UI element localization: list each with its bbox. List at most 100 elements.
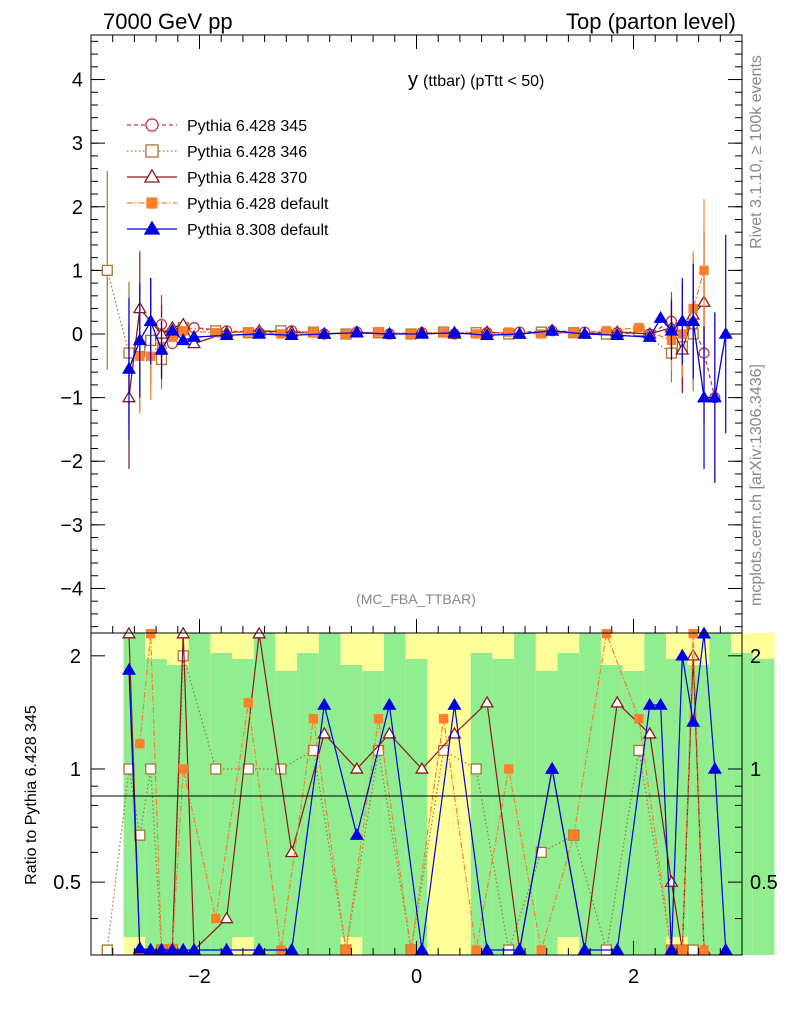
green-band	[340, 665, 363, 937]
legend-entry: Pythia 6.428 345	[127, 118, 307, 135]
data-point	[349, 761, 364, 774]
data-point	[219, 942, 234, 955]
legend-label: Pythia 6.428 346	[187, 144, 307, 161]
rivet-label: Rivet 3.1.10, ≥ 100k events	[748, 55, 765, 249]
data-point	[243, 327, 254, 337]
data-point	[653, 310, 668, 323]
data-point	[438, 714, 449, 724]
main-series	[101, 171, 733, 483]
data-point	[414, 942, 429, 955]
data-point	[686, 648, 701, 661]
data-point	[406, 945, 416, 955]
main-panel: −4 −3 −2 −1 0 1 2 3 4 y (ttbar) (pTtt < 50) (MC_…	[60, 34, 743, 634]
y-tick-label: −3	[60, 515, 83, 537]
data-point	[176, 942, 191, 955]
data-point	[373, 714, 384, 724]
legend-entry: Pythia 6.428 346	[127, 144, 307, 161]
data-point	[219, 911, 234, 924]
data-point	[707, 390, 722, 403]
data-point	[642, 697, 657, 710]
series-0	[134, 267, 721, 483]
data-point	[414, 761, 429, 774]
yellow-band	[449, 633, 471, 955]
data-point	[601, 326, 612, 336]
data-point	[349, 325, 364, 338]
data-point	[577, 326, 592, 339]
data-point	[707, 761, 722, 774]
analysis-label: (MC_FBA_TTBAR)	[356, 591, 476, 607]
data-point	[601, 629, 612, 639]
data-point	[470, 763, 482, 775]
data-point	[697, 390, 712, 403]
data-point	[308, 328, 319, 338]
data-point	[187, 330, 202, 342]
ratio-panel: 0.5 0.5 1 1 2 2 −2 0 2 Ratio to Pythia 6.428 345	[23, 626, 778, 988]
data-point	[145, 763, 157, 775]
data-point	[276, 329, 286, 339]
data-point	[480, 942, 495, 955]
data-point	[699, 945, 709, 955]
data-point	[545, 761, 560, 774]
data-point	[664, 323, 679, 336]
data-point	[187, 336, 202, 349]
data-point	[132, 333, 147, 346]
data-point	[610, 942, 625, 955]
data-point	[177, 650, 189, 662]
ratio-y-tick-label: 0.5	[53, 872, 81, 894]
data-point	[178, 764, 188, 774]
data-point	[210, 763, 222, 775]
ratio-y-tick-label-right: 1	[750, 759, 761, 781]
data-point	[284, 942, 299, 955]
data-point	[610, 328, 625, 341]
data-point	[447, 325, 462, 338]
data-point	[132, 941, 147, 954]
header-left: 7000 GeV pp	[103, 9, 233, 34]
data-point	[512, 942, 527, 955]
data-point	[308, 714, 319, 724]
data-point	[688, 629, 698, 639]
data-point	[242, 763, 254, 775]
data-point	[341, 329, 351, 339]
legend-entry: Pythia 6.428 370	[127, 168, 307, 187]
series-line	[139, 270, 705, 357]
data-point	[480, 695, 495, 708]
green-band	[405, 659, 428, 955]
data-point	[642, 330, 657, 342]
data-point	[165, 942, 180, 955]
data-point	[569, 830, 579, 840]
data-point	[317, 697, 332, 710]
data-point	[143, 168, 161, 183]
green-band	[535, 671, 558, 955]
y-tick-label: −4	[60, 578, 83, 600]
green-band	[210, 653, 233, 955]
legend-label: Pythia 6.428 370	[187, 170, 307, 187]
data-point	[252, 942, 267, 955]
mcplots-label: mcplots.cern.ch [arXiv:1306.3436]	[748, 364, 765, 606]
data-point	[718, 326, 733, 339]
data-point	[187, 942, 202, 955]
data-point	[675, 314, 690, 327]
yellow-band	[427, 633, 450, 955]
green-band	[383, 633, 406, 955]
green-band	[579, 633, 601, 955]
data-point	[101, 944, 113, 956]
ratio-y-tick-label-right: 2	[750, 646, 761, 668]
header-right: Top (parton level)	[566, 9, 736, 34]
legend-entry: Pythia 8.308 default	[127, 220, 329, 239]
green-band	[709, 633, 732, 955]
data-point	[382, 697, 397, 710]
ratio-y-tick-label: 2	[70, 646, 81, 668]
data-point	[145, 629, 156, 639]
data-point	[633, 744, 645, 757]
x-tick-label: 2	[628, 966, 639, 988]
y-tick-label: 4	[72, 70, 83, 92]
green-band	[752, 659, 775, 955]
data-point	[252, 326, 267, 339]
data-point	[504, 764, 514, 774]
data-point	[317, 726, 332, 739]
series-4	[121, 234, 733, 483]
data-point	[143, 314, 158, 327]
x-tick-label: 0	[411, 966, 422, 988]
data-point	[677, 945, 688, 955]
